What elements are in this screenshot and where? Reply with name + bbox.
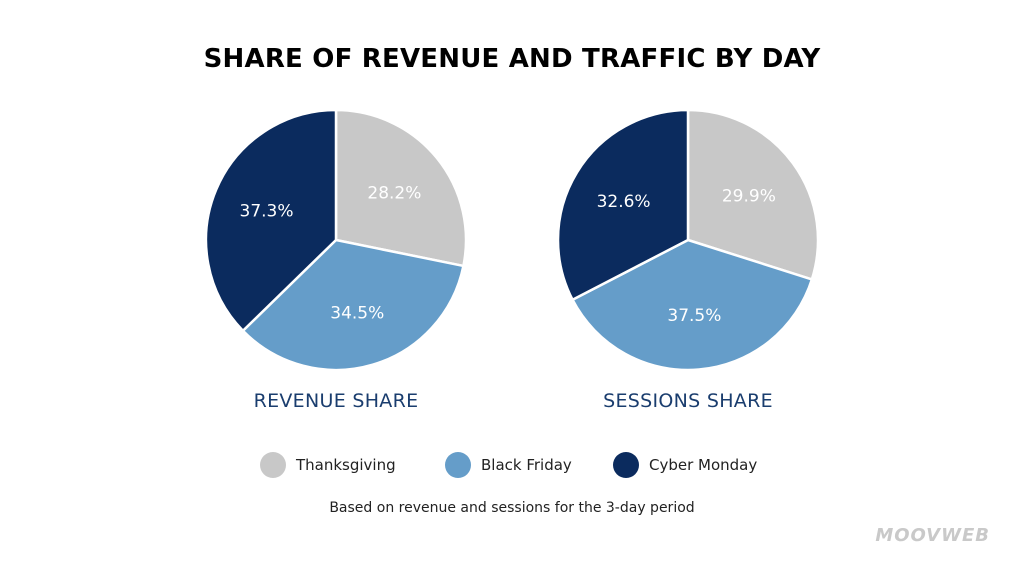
pie-label-black-friday: 34.5% [330, 303, 384, 323]
legend-label-thanksgiving: Thanksgiving [296, 456, 396, 474]
pie-slice-thanksgiving [686, 108, 820, 281]
legend: Thanksgiving Black Friday Cyber Monday [0, 450, 1024, 480]
pie-slice-black-friday [241, 238, 465, 372]
chart-title: SHARE OF REVENUE AND TRAFFIC BY DAY [203, 44, 821, 74]
pie-label-thanksgiving: 28.2% [367, 183, 421, 203]
pie-slice-thanksgiving [334, 108, 468, 268]
pie-label-cyber-monday: 37.3% [240, 202, 294, 222]
legend-swatch-thanksgiving [260, 452, 286, 478]
moovweb-logo: MOOVWEB [875, 525, 990, 546]
pie-label-thanksgiving: 29.9% [722, 186, 776, 206]
revenue-pie: 28.2% 34.5% 37.3% [204, 108, 468, 372]
pie-slice-black-friday [571, 238, 814, 372]
legend-swatch-black-friday [445, 452, 471, 478]
pie-slice-cyber-monday [556, 108, 690, 301]
legend-item-thanksgiving: Thanksgiving [260, 450, 396, 480]
pie-label-black-friday: 37.5% [667, 306, 721, 326]
sessions-share-label: SESSIONS SHARE [603, 390, 773, 412]
legend-item-cyber-monday: Cyber Monday [613, 450, 757, 480]
legend-label-black-friday: Black Friday [481, 456, 572, 474]
pie-label-cyber-monday: 32.6% [597, 192, 651, 212]
pie-slice-cyber-monday [204, 108, 338, 333]
sessions-pie: 29.9% 37.5% 32.6% [556, 108, 820, 372]
legend-swatch-cyber-monday [613, 452, 639, 478]
footnote: Based on revenue and sessions for the 3-… [329, 500, 695, 516]
revenue-share-label: REVENUE SHARE [253, 390, 419, 412]
legend-item-black-friday: Black Friday [445, 450, 572, 480]
legend-label-cyber-monday: Cyber Monday [649, 456, 758, 474]
